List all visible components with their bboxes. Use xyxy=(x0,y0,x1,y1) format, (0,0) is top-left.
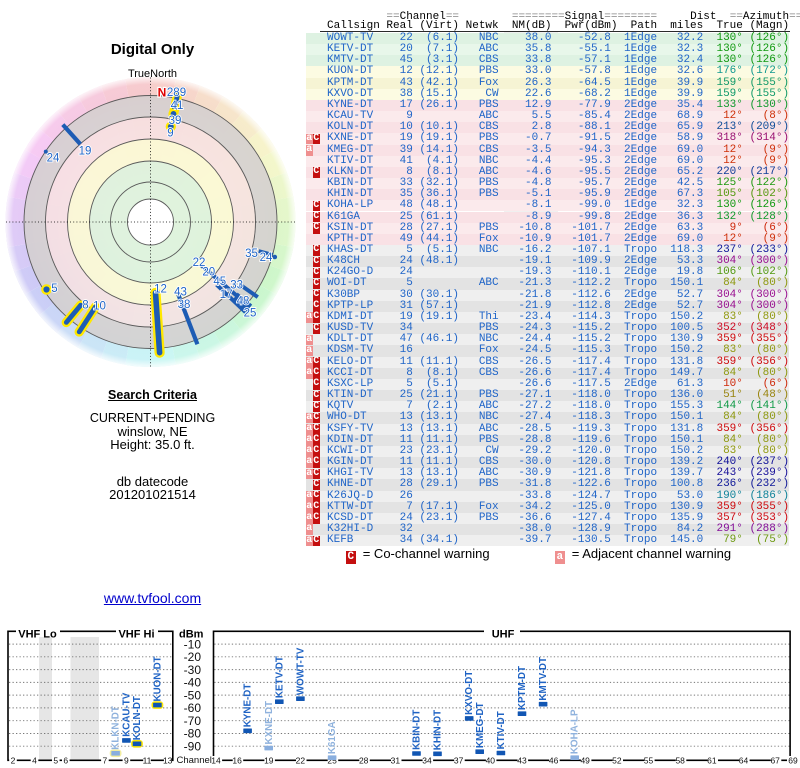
svg-text:N: N xyxy=(158,85,167,99)
svg-text:25: 25 xyxy=(327,756,337,766)
svg-text:KTIV-DT: KTIV-DT xyxy=(496,711,507,749)
svg-text:33: 33 xyxy=(230,279,243,291)
svg-text:49: 49 xyxy=(580,756,590,766)
svg-text:KYNE-DT: KYNE-DT xyxy=(243,684,254,728)
svg-text:KMTV-DT: KMTV-DT xyxy=(538,657,549,701)
svg-text:14: 14 xyxy=(211,756,221,766)
svg-text:48: 48 xyxy=(237,295,250,307)
svg-text:67: 67 xyxy=(770,756,780,766)
svg-text:WOWT-TV: WOWT-TV xyxy=(295,647,306,695)
svg-text:10: 10 xyxy=(93,300,106,312)
svg-text:KOLN-DT: KOLN-DT xyxy=(132,696,143,740)
svg-text:41: 41 xyxy=(171,100,184,112)
svg-text:34: 34 xyxy=(422,756,432,766)
svg-text:-40: -40 xyxy=(184,676,202,690)
svg-text:35: 35 xyxy=(245,248,258,260)
svg-text:-30: -30 xyxy=(184,663,202,677)
svg-text:KETV-DT: KETV-DT xyxy=(274,656,285,698)
svg-text:24: 24 xyxy=(260,252,273,264)
svg-text:-10: -10 xyxy=(184,637,202,651)
svg-text:64: 64 xyxy=(739,756,749,766)
svg-text:289: 289 xyxy=(167,87,186,99)
svg-text:-50: -50 xyxy=(184,688,202,702)
svg-text:31: 31 xyxy=(391,756,401,766)
svg-text:KHIN-DT: KHIN-DT xyxy=(433,710,444,750)
svg-text:KXNE-DT: KXNE-DT xyxy=(264,701,275,745)
svg-text:5: 5 xyxy=(51,283,57,295)
svg-text:58: 58 xyxy=(675,756,685,766)
svg-text:dBm: dBm xyxy=(179,628,204,640)
svg-text:9: 9 xyxy=(124,756,129,766)
svg-text:17: 17 xyxy=(220,289,233,301)
svg-text:39: 39 xyxy=(169,115,182,127)
svg-text:-20: -20 xyxy=(184,650,202,664)
svg-text:24: 24 xyxy=(47,152,60,164)
svg-text:-60: -60 xyxy=(184,701,202,715)
svg-text:11: 11 xyxy=(143,756,152,766)
svg-text:28: 28 xyxy=(359,756,369,766)
svg-text:VHF Lo: VHF Lo xyxy=(18,628,57,640)
svg-text:KPTM-DT: KPTM-DT xyxy=(517,666,528,710)
svg-text:7: 7 xyxy=(103,756,108,766)
svg-text:KOHA-LP: KOHA-LP xyxy=(570,709,581,754)
svg-text:69: 69 xyxy=(788,756,798,766)
svg-text:43: 43 xyxy=(174,286,187,298)
svg-text:9: 9 xyxy=(167,127,173,139)
svg-text:5: 5 xyxy=(53,756,58,766)
svg-text:37: 37 xyxy=(454,756,464,766)
svg-text:13: 13 xyxy=(163,756,173,766)
svg-text:61: 61 xyxy=(707,756,717,766)
svg-text:8: 8 xyxy=(82,299,88,311)
svg-text:19: 19 xyxy=(264,756,274,766)
svg-text:40: 40 xyxy=(486,756,496,766)
svg-text:K61GA: K61GA xyxy=(327,721,338,754)
svg-text:25: 25 xyxy=(244,307,257,319)
svg-text:12: 12 xyxy=(154,283,167,295)
svg-text:43: 43 xyxy=(517,756,527,766)
svg-text:38: 38 xyxy=(178,299,191,311)
svg-text:4: 4 xyxy=(32,756,37,766)
svg-text:KLKN-DT: KLKN-DT xyxy=(111,706,122,750)
svg-text:52: 52 xyxy=(612,756,622,766)
svg-text:-80: -80 xyxy=(184,727,202,741)
svg-text:19: 19 xyxy=(79,145,92,157)
svg-text:2: 2 xyxy=(11,756,16,766)
svg-text:VHF Hi: VHF Hi xyxy=(118,628,154,640)
svg-text:KCAU-TV: KCAU-TV xyxy=(121,692,132,737)
svg-text:55: 55 xyxy=(644,756,654,766)
svg-text:45: 45 xyxy=(213,276,226,288)
svg-text:-90: -90 xyxy=(184,739,202,753)
svg-text:-70: -70 xyxy=(184,714,202,728)
svg-text:22: 22 xyxy=(193,257,206,269)
svg-text:46: 46 xyxy=(549,756,559,766)
svg-text:KMEG-DT: KMEG-DT xyxy=(475,702,486,748)
svg-text:Channel: Channel xyxy=(177,755,212,766)
svg-text:UHF: UHF xyxy=(492,628,515,640)
svg-text:20: 20 xyxy=(202,266,215,278)
svg-text:6: 6 xyxy=(63,756,68,766)
svg-text:22: 22 xyxy=(296,756,306,766)
svg-text:KUON-DT: KUON-DT xyxy=(152,656,163,701)
svg-text:KBIN-DT: KBIN-DT xyxy=(412,710,423,750)
svg-text:16: 16 xyxy=(232,756,242,766)
svg-text:KXVO-DT: KXVO-DT xyxy=(464,671,475,715)
